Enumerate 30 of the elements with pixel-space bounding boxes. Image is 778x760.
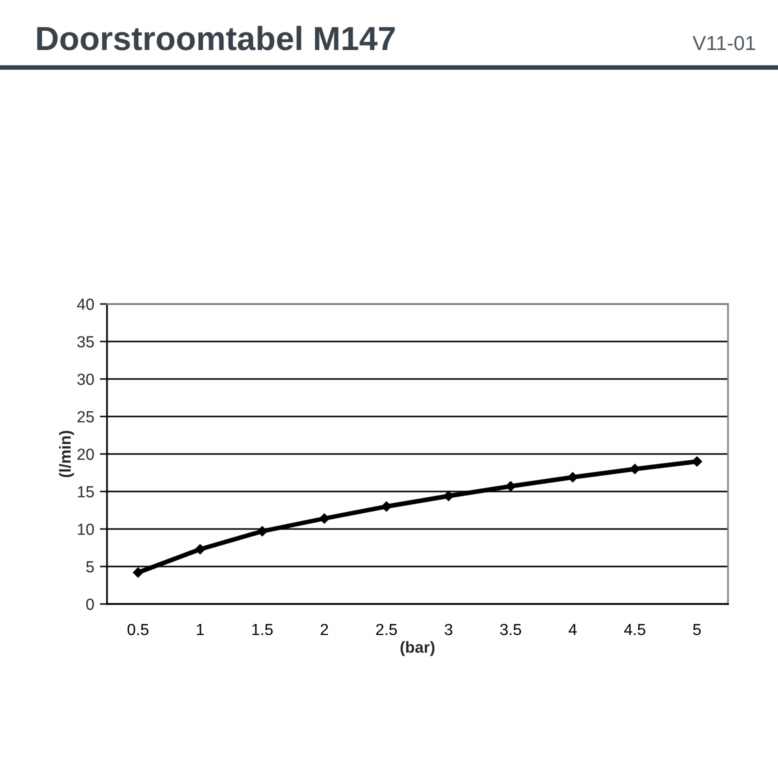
point bbox=[256, 526, 268, 537]
x-tick-label: 4.5 bbox=[624, 624, 646, 636]
x-tick-label: 0.5 bbox=[128, 624, 148, 636]
y-tick-label: 20 bbox=[78, 448, 94, 460]
point bbox=[692, 456, 702, 467]
y-tick-label: 0 bbox=[86, 598, 94, 610]
point bbox=[132, 567, 144, 578]
x-tick-label: 1.5 bbox=[252, 624, 273, 636]
x-tick-label: 3 bbox=[444, 624, 452, 636]
x-tick-label: 4 bbox=[568, 624, 577, 636]
point bbox=[318, 513, 330, 524]
y-tick-label: 35 bbox=[77, 336, 94, 348]
y-tick-label: 40 bbox=[77, 298, 94, 310]
point bbox=[443, 490, 454, 502]
y-axis-title: (l/min) bbox=[59, 430, 74, 478]
y-tick-label: 15 bbox=[78, 486, 94, 498]
x-tick-label: 2 bbox=[320, 624, 328, 636]
x-tick-label: 5 bbox=[693, 624, 701, 636]
x-tick-label: 2.5 bbox=[376, 624, 397, 636]
x-tick-label: 1 bbox=[196, 624, 204, 636]
x-tick-label: 3.5 bbox=[500, 624, 522, 636]
y-tick-label: 5 bbox=[86, 561, 94, 572]
point bbox=[381, 501, 392, 512]
y-tick-label: 25 bbox=[78, 411, 94, 422]
y-tick-label: 30 bbox=[77, 374, 94, 385]
point bbox=[194, 544, 206, 555]
x-axis-title: (bar) bbox=[400, 641, 434, 656]
text: V11-01 bbox=[692, 36, 756, 50]
y-tick-label: 10 bbox=[78, 524, 94, 535]
chart-title: Doorstroomtabel M147 bbox=[37, 26, 395, 50]
